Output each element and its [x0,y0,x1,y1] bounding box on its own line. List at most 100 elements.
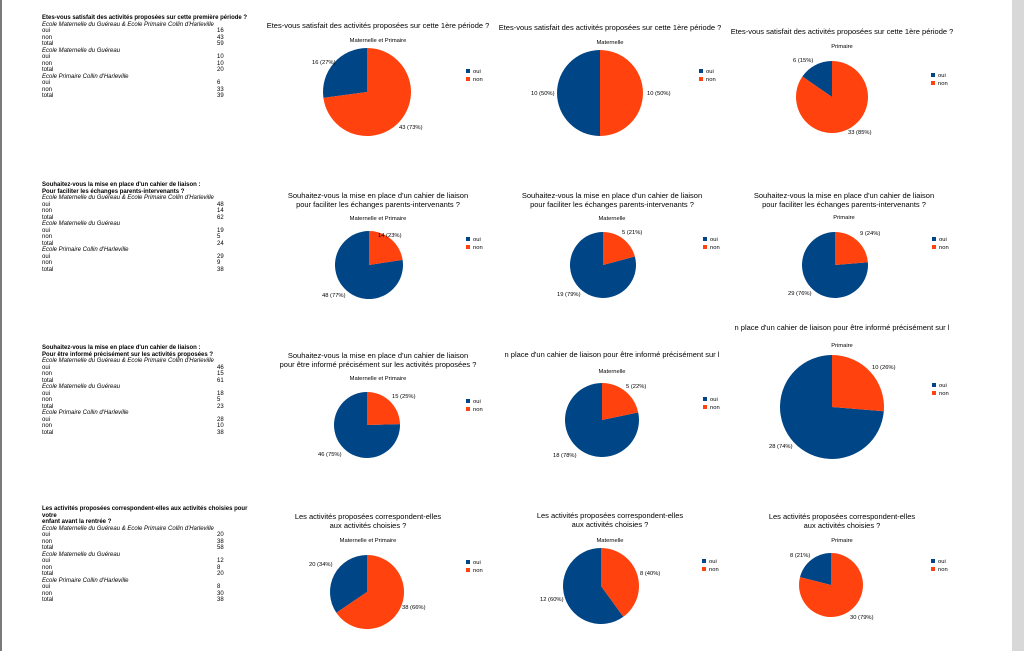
row-value: 58 [217,545,224,551]
data-row: non 5 [42,397,262,404]
data-block-activites-choisies: Les activités proposées correspondent-el… [42,506,262,604]
legend-label: non [710,405,720,411]
chart-title: Etes-vous satisfait des activités propos… [731,27,954,36]
data-label: 15 (25%) [392,394,416,400]
chart-title: aux activités choisies ? [572,520,649,529]
legend-swatch-non [699,77,703,81]
row-label: non [42,564,53,571]
data-row: oui 46 [42,365,262,372]
data-label: 8 (21%) [790,553,810,559]
data-label: 16 (27%) [312,60,336,66]
data-row: total 23 [42,404,262,411]
chart-subtitle: Primaire [831,44,853,50]
pie-slice-non [796,61,868,134]
question-subtitle: enfant avant la rentrée ? [42,519,112,525]
legend-swatch-non [466,568,470,572]
row-label: non [42,371,53,377]
school-section-name: Ecole Primaire Collin d'Harleville [42,410,129,416]
data-label: 9 (24%) [860,231,880,237]
row-label: total [42,93,54,99]
legend-swatch-oui [702,559,706,563]
row-label: oui [42,253,51,260]
chart-title: Souhaitez-vous la mise en place d'un cah… [522,191,702,200]
row-value: 39 [217,93,224,99]
legend-label: oui [710,397,718,403]
row-value: 30 [217,590,224,597]
chart-subtitle: Maternelle et Primaire [350,38,407,44]
question-subtitle: Pour être informé précisément sur les ac… [42,351,214,358]
row-label: total [42,545,54,551]
pie-slice-oui [802,61,832,97]
chart-title: Etes-vous satisfait des activités propos… [499,23,722,32]
row-label: non [42,86,53,93]
school-section-name: Ecole Primaire Collin d'Harleville [42,577,129,584]
chart-title: Souhaitez-vous la mise en place d'un cah… [288,191,468,200]
legend-label: oui [473,69,481,75]
row-label: non [42,60,53,67]
pie-slice-non [832,355,885,412]
data-row: non 10 [42,423,262,430]
data-block-satisfaction: Etes-vous satisfait des activités propos… [42,15,262,100]
pie-slice-oui [780,355,884,460]
data-row: total 59 [42,41,262,48]
data-row: oui 19 [42,228,262,235]
pie-slice-non [602,383,639,420]
chart-subtitle: Maternelle [596,538,623,544]
data-label: 18 (78%) [553,453,577,459]
legend-swatch-oui [932,383,936,387]
row-label: total [42,214,54,221]
data-row: non 15 [42,371,262,378]
pie-slice-non [600,50,643,136]
pie-chart: Etes-vous satisfait des activités propos… [267,21,489,136]
chart-title: pour faciliter les échanges parents-inte… [530,200,694,209]
legend-swatch-oui [931,559,935,563]
pie-chart: Souhaitez-vous la mise en place d'un cah… [280,351,483,458]
data-label: 6 (15%) [793,58,813,64]
legend-label: oui [938,73,946,79]
row-value: 62 [217,214,224,221]
row-value: 28 [217,416,224,423]
data-label: 10 (50%) [647,91,671,97]
pie-chart: Etes-vous satisfait des activités propos… [731,27,954,136]
right-scrollbar-gutter [1012,0,1024,651]
question-title: Souhaitez-vous la mise en place d'un cah… [42,182,201,188]
pie-slice-non [369,231,403,265]
row-value: 16 [217,28,224,34]
row-label: total [42,266,54,273]
data-row: oui 48 [42,202,262,209]
chart-subtitle: Maternelle et Primaire [340,538,397,544]
question-title: Les activités proposées correspondent-el… [42,506,248,519]
data-row: oui 16 [42,28,262,35]
legend-swatch-non [466,407,470,411]
pie-chart: Les activités proposées correspondent-el… [537,511,719,624]
chart-title: Les activités proposées correspondent-el… [295,512,442,521]
school-section-name: Ecole Maternelle du Guéreau & Ecole Prim… [42,195,214,201]
row-value: 46 [217,364,224,371]
pie-chart: Souhaitez-vous la mise en place d'un cah… [288,191,483,299]
chart-title: Souhaitez-vous la mise en place d'un cah… [288,351,468,360]
row-label: non [42,208,53,214]
row-value: 8 [217,584,221,590]
legend-label: oui [473,399,481,405]
row-value: 10 [217,60,224,67]
row-value: 38 [217,538,224,545]
data-label: 46 (75%) [318,452,342,458]
chart-subtitle: Primaire [831,343,853,349]
row-label: non [42,234,53,240]
data-label: 33 (85%) [848,130,872,136]
row-value: 59 [217,41,224,47]
data-row: non 10 [42,61,262,68]
pie-chart: Etes-vous satisfait des activités propos… [499,23,722,136]
legend-label: oui [706,69,714,75]
legend-swatch-non [931,567,935,571]
row-label: non [42,423,53,429]
chart-subtitle: Maternelle et Primaire [350,216,407,222]
legend-label: oui [939,383,947,389]
chart-title: pour être informé précisément sur les ac… [280,360,477,369]
legend-label: non [709,567,719,573]
pie-slice-non [336,555,405,629]
data-label: 10 (26%) [872,365,896,371]
pie-slice-non [323,48,412,136]
row-label: oui [42,28,51,34]
row-label: non [42,538,53,545]
